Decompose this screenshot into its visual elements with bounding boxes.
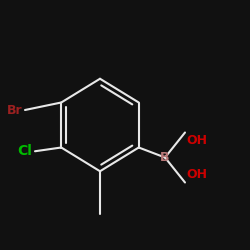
Text: Br: Br: [7, 104, 22, 117]
Text: Cl: Cl: [18, 144, 32, 158]
Text: OH: OH: [186, 168, 207, 181]
Text: B: B: [160, 151, 170, 164]
Text: OH: OH: [186, 134, 207, 147]
